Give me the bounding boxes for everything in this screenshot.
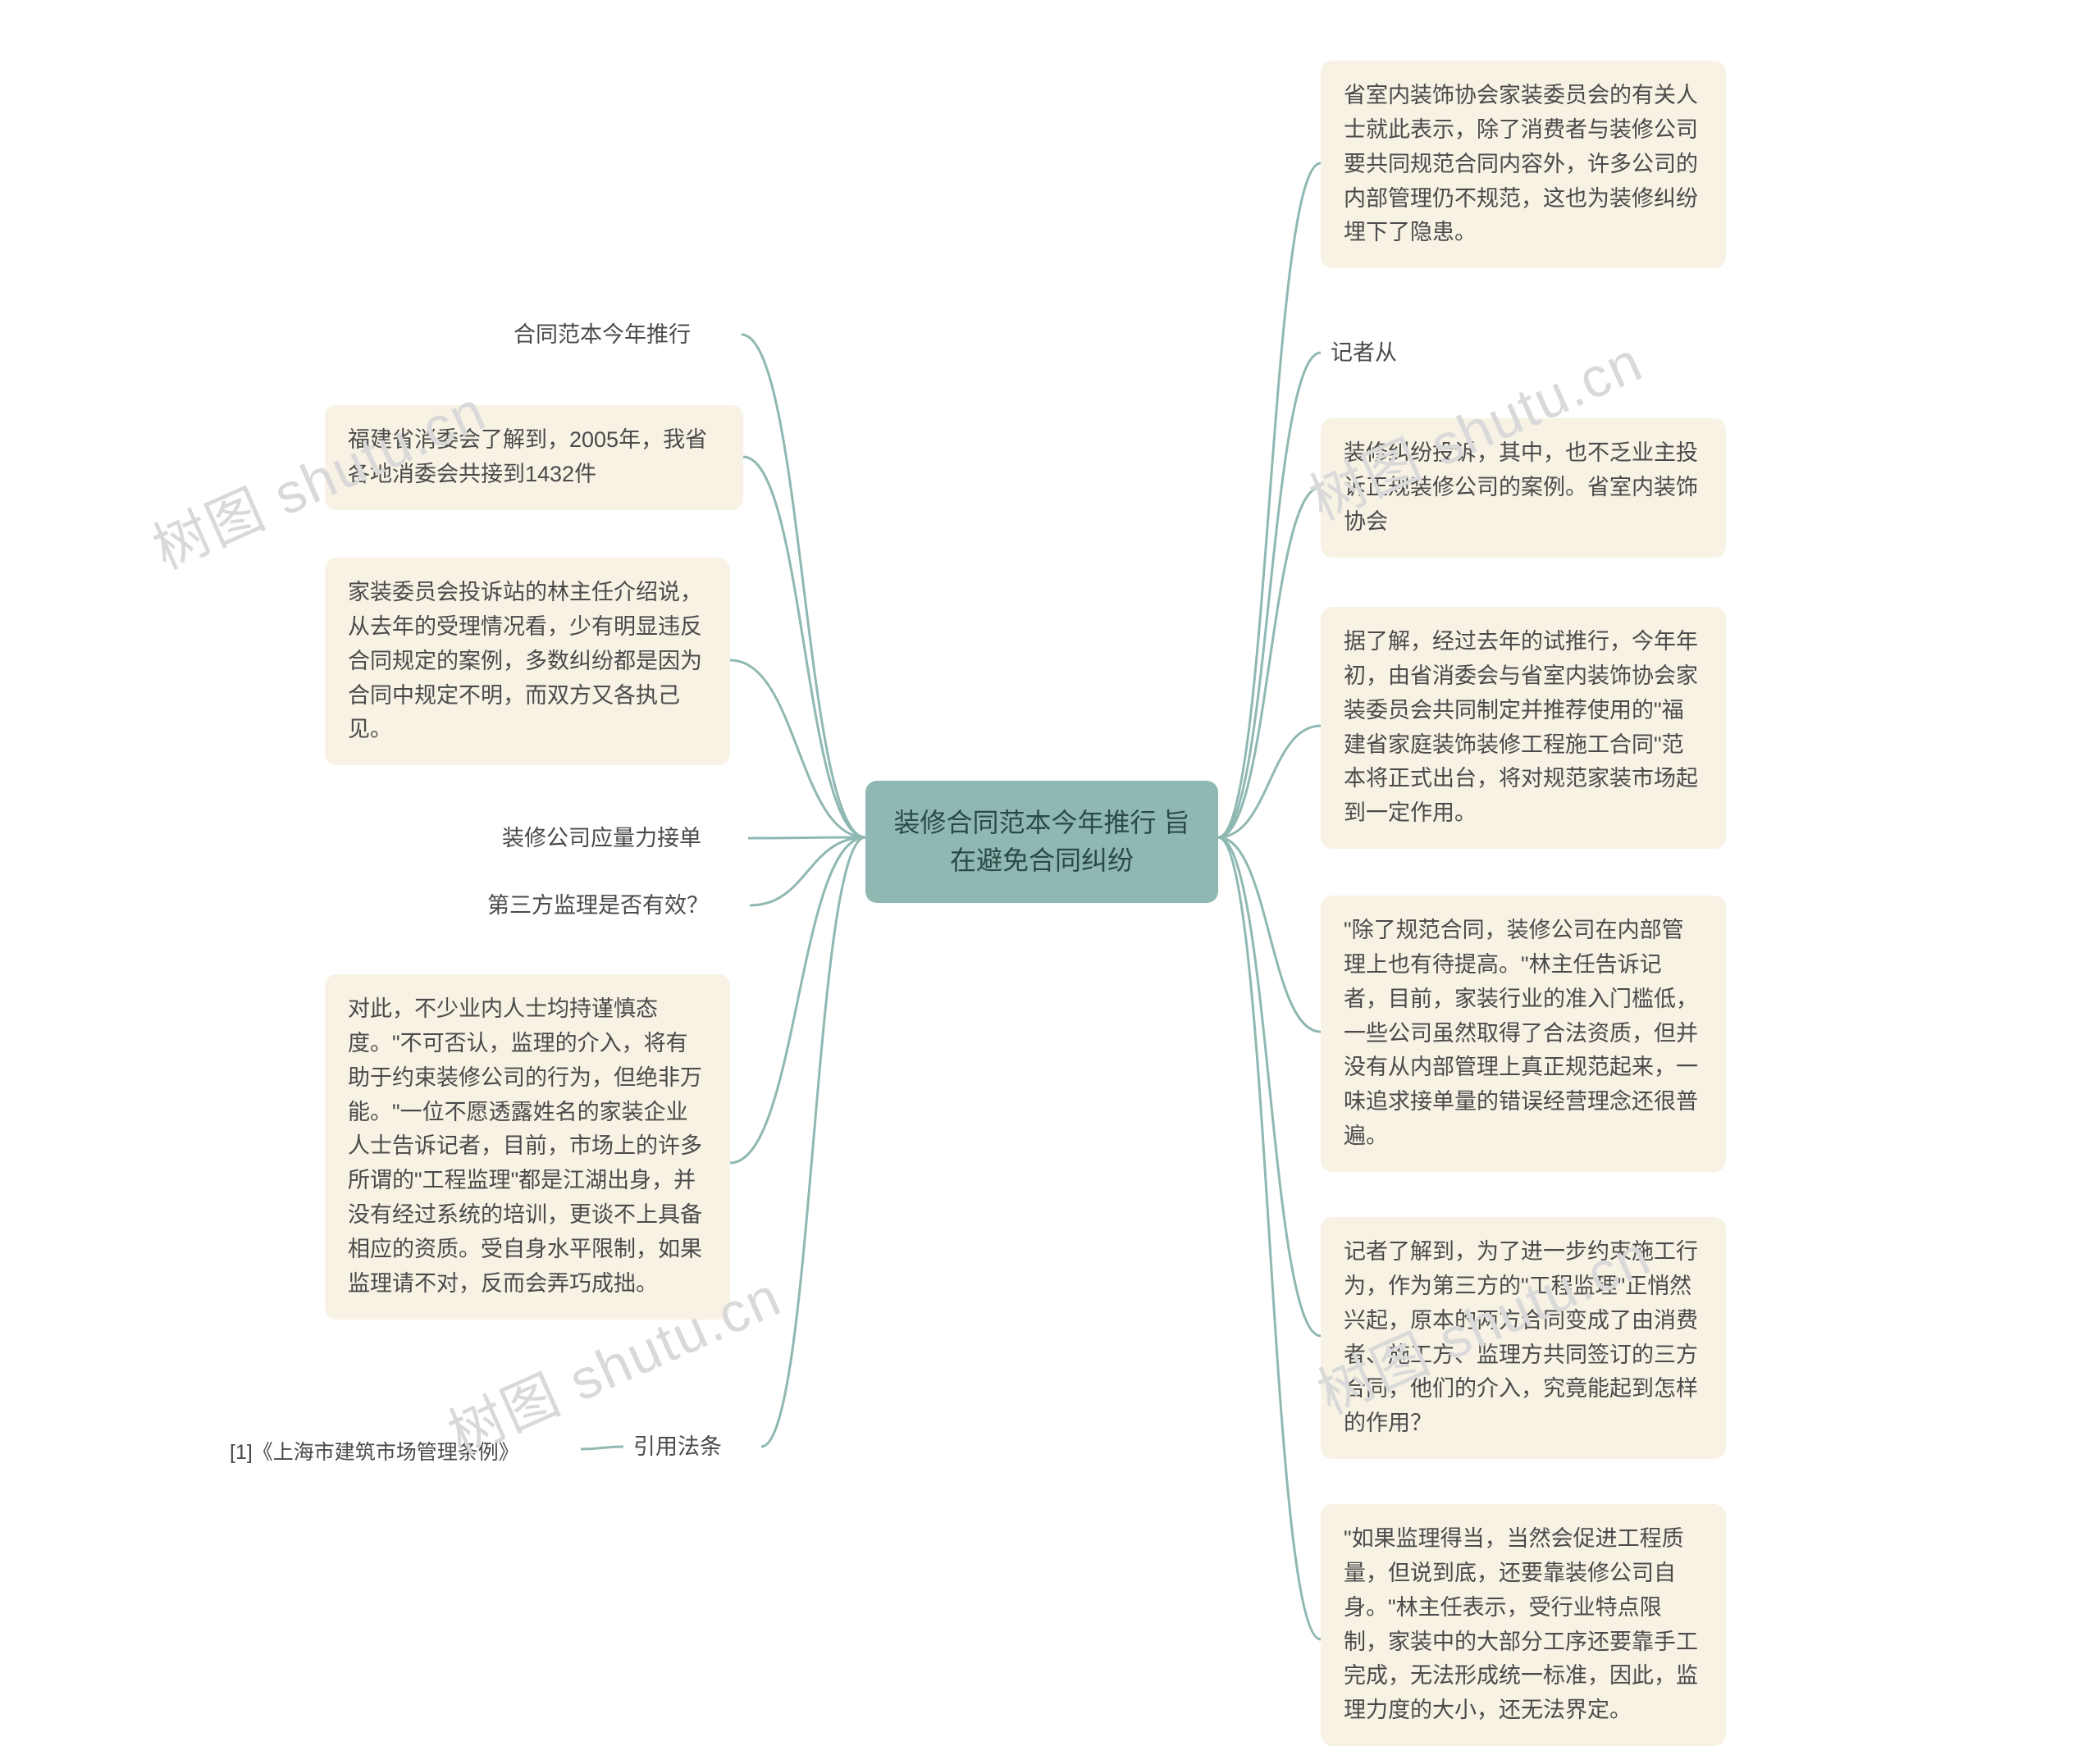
mindmap-node[interactable]: 第三方监理是否有效？ — [477, 881, 750, 932]
mindmap-node[interactable]: 福建省消委会了解到，2005年，我省各地消委会共接到1432件 — [325, 405, 743, 510]
mindmap-node[interactable]: 装修公司应量力接单 — [492, 814, 748, 864]
mindmap-leaf-node[interactable]: [1]《上海市建筑市场管理条例》 — [220, 1429, 581, 1477]
mindmap-node[interactable]: 对此，不少业内人士均持谨慎态度。"不可否认，监理的介入，将有助于约束装修公司的行… — [325, 974, 730, 1320]
mindmap-node[interactable]: 记者从 — [1321, 328, 1427, 379]
mindmap-node[interactable]: 引用法条 — [623, 1422, 761, 1473]
connector — [750, 837, 865, 905]
connector — [1218, 353, 1321, 837]
connector — [1218, 726, 1321, 837]
connector — [748, 837, 865, 838]
mindmap-node[interactable]: 记者了解到，为了进一步约束施工行为，作为第三方的"工程监理"正悄然兴起，原本的两… — [1321, 1217, 1726, 1459]
connector — [1218, 837, 1321, 1336]
connector — [742, 335, 865, 837]
mindmap-node[interactable]: "除了规范合同，装修公司在内部管理上也有待提高。"林主任告诉记者，目前，家装行业… — [1321, 896, 1726, 1172]
center-node[interactable]: 装修合同范本今年推行 旨在避免合同纠纷 — [865, 781, 1218, 903]
mindmap-node[interactable]: 合同范本今年推行 — [504, 310, 742, 361]
mindmap-node[interactable]: 家装委员会投诉站的林主任介绍说，从去年的受理情况看，少有明显违反合同规定的案例，… — [325, 558, 730, 765]
connector — [730, 837, 865, 1163]
mindmap-node[interactable]: 省室内装饰协会家装委员会的有关人士就此表示，除了消费者与装修公司要共同规范合同内… — [1321, 61, 1726, 268]
mindmap-node[interactable]: 据了解，经过去年的试推行，今年年初，由省消委会与省室内装饰协会家装委员会共同制定… — [1321, 607, 1726, 849]
connector — [730, 660, 865, 837]
mindmap-node[interactable]: "如果监理得当，当然会促进工程质量，但说到底，还要靠装修公司自身。"林主任表示，… — [1321, 1504, 1726, 1746]
connector — [1218, 487, 1321, 837]
connector — [1218, 837, 1321, 1032]
connector — [761, 837, 865, 1447]
connector — [1218, 163, 1321, 837]
connector — [1218, 837, 1321, 1639]
connector — [581, 1447, 623, 1449]
mindmap-node[interactable]: 装修纠纷投诉，其中，也不乏业主投诉正规装修公司的案例。省室内装饰协会 — [1321, 418, 1726, 558]
connector — [743, 457, 865, 837]
